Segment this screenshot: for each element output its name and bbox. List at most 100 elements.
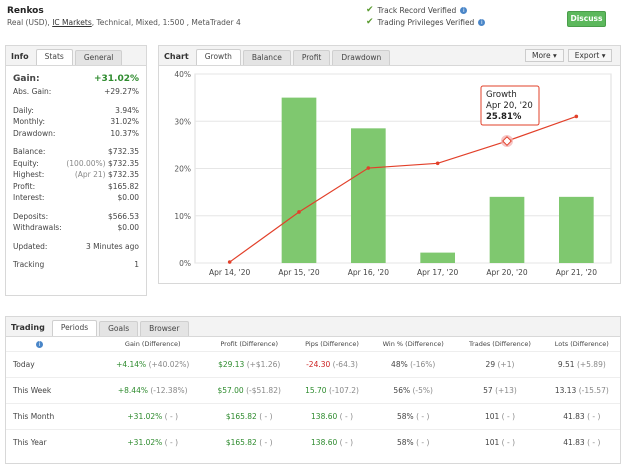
gain-cell: +4.14% (+40.02%) — [101, 350, 205, 377]
tab-goals[interactable]: Goals — [99, 321, 139, 336]
tooltip-date: Apr 20, '20 — [486, 101, 533, 111]
y-tick-label: 40% — [174, 70, 191, 79]
trades-cell: 57 (+13) — [456, 376, 544, 403]
x-tick-label: Apr 17, '20 — [417, 268, 459, 277]
gain-cell: +31.02% ( - ) — [101, 402, 205, 429]
gain-row: Gain: +31.02% — [13, 74, 139, 84]
pips-cell: 138.60 ( - ) — [293, 428, 371, 455]
tab-stats[interactable]: Stats — [35, 49, 73, 65]
broker-link[interactable]: IC Markets — [52, 18, 92, 27]
y-tick-label: 0% — [179, 259, 191, 268]
chevron-down-icon: ▾ — [552, 51, 557, 60]
info-icon[interactable]: i — [36, 341, 43, 349]
table-row: This Year +31.02% ( - ) $165.82 ( - ) 138.6… — [6, 428, 620, 455]
account-details: Real (USD), IC Markets, Technical, Mixed… — [7, 18, 241, 27]
gain-cell: +31.02% ( - ) — [101, 428, 205, 455]
balance-row: Balance: $732.35 — [13, 147, 139, 157]
win-cell: 58% ( - ) — [370, 402, 457, 429]
growth-line — [229, 115, 577, 263]
export-button[interactable]: Export ▾ — [567, 49, 613, 62]
y-tick-label: 30% — [174, 117, 191, 126]
abs-gain-row: Abs. Gain: +29.27% — [13, 87, 139, 97]
trades-cell: 29 (+1) — [456, 350, 544, 377]
growth-point — [297, 210, 301, 214]
growth-point — [574, 114, 579, 119]
y-tick-label: 20% — [174, 165, 191, 174]
profit-cell: $57.00 (-$51.82) — [204, 376, 294, 403]
interest-row: Interest: $0.00 — [13, 193, 139, 203]
col-gain: Gain (Difference) — [124, 339, 181, 348]
deposits-row: Deposits: $566.53 — [13, 211, 139, 221]
more-button[interactable]: More ▾ — [525, 49, 564, 62]
check-icon: ✔ — [366, 5, 374, 15]
win-cell: 58% ( - ) — [370, 428, 457, 455]
col-pips: Pips (Difference) — [305, 339, 359, 348]
tab-drawdown[interactable]: Drawdown — [332, 50, 391, 65]
x-tick-label: Apr 14, '20 — [209, 268, 251, 277]
period-cell: This Week — [6, 376, 101, 403]
equity-growth-bar — [281, 97, 317, 263]
equity-growth-bar — [420, 252, 455, 263]
tooltip-title: Growth — [486, 90, 517, 100]
tab-growth[interactable]: Growth — [195, 49, 241, 65]
period-cell: Today — [6, 350, 101, 377]
tab-profit[interactable]: Profit — [292, 50, 331, 65]
growth-point — [366, 166, 371, 170]
highlight-marker — [502, 136, 512, 146]
pips-cell: 15.70 (-107.2) — [293, 376, 371, 403]
growth-point — [435, 161, 440, 166]
chevron-down-icon: ▾ — [601, 51, 606, 60]
x-tick-label: Apr 16, '20 — [348, 268, 390, 277]
daily-row: Daily: 3.94% — [13, 105, 139, 115]
info-icon[interactable]: i — [460, 6, 468, 14]
info-panel: Info Stats General Gain: +31.02% Abs. Gai… — [5, 45, 147, 296]
account-name: Renkos — [7, 6, 44, 16]
highest-row: Highest: (Apr 21) $732.35 — [13, 170, 139, 180]
tooltip-value: 25.81% — [486, 112, 522, 122]
lots-cell: 41.83 ( - ) — [543, 428, 620, 455]
tab-general[interactable]: General — [74, 50, 123, 65]
growth-chart: 0% 10% 20% 30% 40% Apr 14, '20 Apr 15, '20 Apr … — [174, 70, 612, 277]
periods-table: i Gain (Difference) Profit (Difference) … — [6, 337, 620, 455]
check-icon: ✔ — [366, 17, 374, 27]
tracking-row: Tracking 1 — [13, 260, 139, 270]
trading-privileges-verified: ✔ Trading Privileges Verified i — [366, 17, 486, 27]
track-record-verified: ✔ Track Record Verified i — [366, 5, 468, 15]
col-lots: Lots (Difference) — [554, 339, 609, 348]
x-tick-label: Apr 21, '20 — [556, 268, 598, 277]
lots-cell: 9.51 (+5.89) — [543, 350, 620, 377]
drawdown-row: Drawdown: 10.37% — [13, 128, 139, 138]
win-cell: 48% (-16%) — [370, 350, 457, 377]
period-cell: This Month — [6, 402, 101, 429]
info-title: Info — [11, 52, 29, 61]
pips-cell: 138.60 ( - ) — [293, 402, 371, 429]
tab-browser[interactable]: Browser — [140, 321, 189, 336]
equity-growth-bar — [489, 196, 525, 263]
growth-point — [227, 260, 232, 264]
x-tick-label: Apr 20, '20 — [486, 268, 528, 277]
trading-panel: Trading Periods Goals Browser i Gain (Di… — [5, 316, 621, 464]
trades-cell: 101 ( - ) — [456, 402, 544, 429]
period-cell: This Year — [6, 428, 101, 455]
equity-row: Equity: (100.00%) $732.35 — [13, 158, 139, 168]
table-row: This Week +8.44% (-12.38%) $57.00 (-$51.82… — [6, 376, 620, 403]
gain-cell: +8.44% (-12.38%) — [101, 376, 205, 403]
trades-cell: 101 ( - ) — [456, 428, 544, 455]
info-icon[interactable]: i — [478, 18, 486, 26]
chart-title: Chart — [164, 52, 189, 61]
table-row: Today +4.14% (+40.02%) $29.13 (+$1.26) -24.… — [6, 350, 620, 377]
profit-cell: $29.13 (+$1.26) — [204, 350, 294, 377]
equity-growth-bar — [351, 128, 386, 263]
updated-row: Updated: 3 Minutes ago — [13, 241, 139, 251]
tooltip-box — [480, 85, 540, 126]
discuss-button[interactable]: Discuss — [567, 11, 606, 27]
tab-balance[interactable]: Balance — [242, 50, 291, 65]
profit-cell: $165.82 ( - ) — [204, 402, 294, 429]
x-tick-label: Apr 15, '20 — [278, 268, 320, 277]
y-tick-label: 10% — [174, 212, 191, 221]
tab-periods[interactable]: Periods — [51, 320, 98, 336]
account-header: Renkos Real (USD), IC Markets, Technical… — [0, 0, 625, 40]
pips-cell: -24.30 (-64.3) — [293, 350, 371, 377]
trading-title: Trading — [11, 323, 45, 332]
col-trades: Trades (Difference) — [469, 339, 531, 348]
